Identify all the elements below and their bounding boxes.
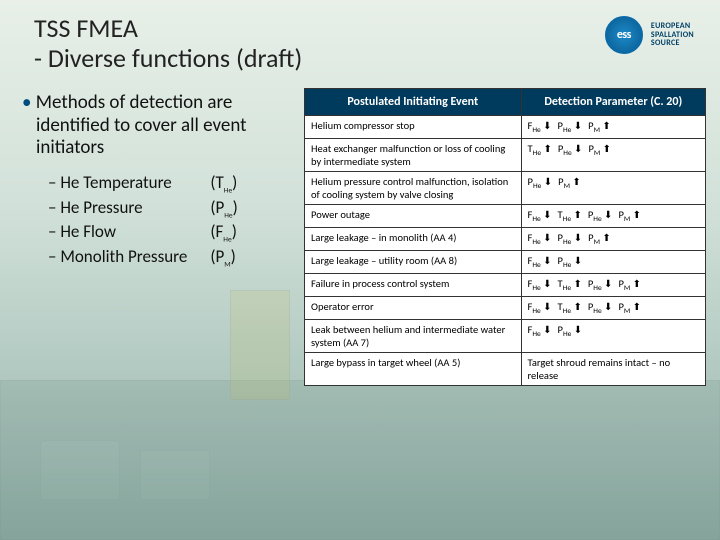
slide-body: Methods of detection are identified to c… xyxy=(0,84,720,387)
detection-cell: FHe THe PHe PM xyxy=(521,274,705,297)
detection-cell: FHe PHe xyxy=(521,320,705,353)
right-column: Postulated Initiating Event Detection Pa… xyxy=(304,88,706,387)
event-cell: Large leakage – utility room (AA 8) xyxy=(305,251,522,274)
detection-param: PM xyxy=(588,119,611,135)
event-cell: Large bypass in target wheel (AA 5) xyxy=(305,353,522,386)
org-logo: ess EUROPEAN SPALLATION SOURCE xyxy=(599,14,700,56)
sub-bullet-list: He Temperature(THe)He Pressure(PHe)He Fl… xyxy=(48,172,294,270)
table-row: Heat exchanger malfunction or loss of co… xyxy=(305,138,706,171)
detection-param: FHe xyxy=(528,119,552,135)
detection-param: PHe xyxy=(588,300,613,316)
detection-param: THe xyxy=(528,142,552,158)
sub-bullet-item: He Flow(FHe) xyxy=(48,221,294,246)
table-row: Helium pressure control malfunction, iso… xyxy=(305,171,706,204)
detection-cell: THe PHe PM xyxy=(521,138,705,171)
detection-param: PM xyxy=(588,142,611,158)
org-name: EUROPEAN SPALLATION SOURCE xyxy=(651,22,694,48)
col-header-detection: Detection Parameter (C. 20) xyxy=(521,88,705,115)
table-row: Large bypass in target wheel (AA 5)Targe… xyxy=(305,353,706,386)
detection-param: PM xyxy=(618,277,641,293)
sub-bullet-item: Monolith Pressure(PM) xyxy=(48,246,294,271)
detection-param: PHe xyxy=(558,231,583,247)
title-line-1: TSS FMEA xyxy=(34,12,138,44)
event-cell: Helium compressor stop xyxy=(305,115,522,138)
detection-param: FHe xyxy=(528,208,552,224)
table-row: Helium compressor stopFHe PHe PM xyxy=(305,115,706,138)
detection-cell: Target shroud remains intact – no releas… xyxy=(521,353,705,386)
left-column: Methods of detection are identified to c… xyxy=(14,88,294,387)
event-cell: Power outage xyxy=(305,204,522,227)
detection-param: FHe xyxy=(528,277,552,293)
detection-cell: PHe PM xyxy=(521,171,705,204)
slide-header: TSS FMEA - Diverse functions (draft) ess… xyxy=(0,0,720,84)
detection-cell: FHe PHe xyxy=(521,251,705,274)
detection-cell: FHe THe PHe PM xyxy=(521,204,705,227)
title-line-2: - Diverse functions (draft) xyxy=(34,42,302,74)
detection-param: PHe xyxy=(558,254,583,270)
event-cell: Failure in process control system xyxy=(305,274,522,297)
table-row: Power outageFHe THe PHe PM xyxy=(305,204,706,227)
detection-param: PM xyxy=(618,300,641,316)
detection-param: PHe xyxy=(558,119,583,135)
event-cell: Heat exchanger malfunction or loss of co… xyxy=(305,138,522,171)
slide-title: TSS FMEA - Diverse functions (draft) xyxy=(34,14,302,74)
table-row: Failure in process control systemFHe THe… xyxy=(305,274,706,297)
event-cell: Leak between helium and intermediate wat… xyxy=(305,320,522,353)
col-header-event: Postulated Initiating Event xyxy=(305,88,522,115)
fmea-table: Postulated Initiating Event Detection Pa… xyxy=(304,88,706,387)
detection-param: THe xyxy=(558,300,582,316)
detection-cell: FHe THe PHe PM xyxy=(521,297,705,320)
detection-cell: FHe PHe PM xyxy=(521,115,705,138)
detection-cell: FHe PHe PM xyxy=(521,227,705,250)
detection-param: PM xyxy=(558,175,581,191)
ess-logo-icon: ess xyxy=(605,16,643,54)
detection-param: FHe xyxy=(528,300,552,316)
detection-param: THe xyxy=(558,277,582,293)
detection-param: PHe xyxy=(558,323,583,339)
table-row: Operator errorFHe THe PHe PM xyxy=(305,297,706,320)
detection-param: PHe xyxy=(558,142,583,158)
main-bullet: Methods of detection are identified to c… xyxy=(18,92,294,160)
detection-param: PHe xyxy=(588,277,613,293)
detection-param: PM xyxy=(618,208,641,224)
detection-param: PM xyxy=(588,231,611,247)
detection-param: FHe xyxy=(528,323,552,339)
table-row: Large leakage – in monolith (AA 4)FHe PH… xyxy=(305,227,706,250)
sub-bullet-item: He Pressure(PHe) xyxy=(48,197,294,222)
event-cell: Helium pressure control malfunction, iso… xyxy=(305,171,522,204)
detection-param: FHe xyxy=(528,231,552,247)
detection-param: THe xyxy=(558,208,582,224)
table-row: Leak between helium and intermediate wat… xyxy=(305,320,706,353)
detection-param: PHe xyxy=(528,175,553,191)
detection-param: FHe xyxy=(528,254,552,270)
detection-param: PHe xyxy=(588,208,613,224)
sub-bullet-item: He Temperature(THe) xyxy=(48,172,294,197)
event-cell: Operator error xyxy=(305,297,522,320)
table-row: Large leakage – utility room (AA 8)FHe P… xyxy=(305,251,706,274)
event-cell: Large leakage – in monolith (AA 4) xyxy=(305,227,522,250)
